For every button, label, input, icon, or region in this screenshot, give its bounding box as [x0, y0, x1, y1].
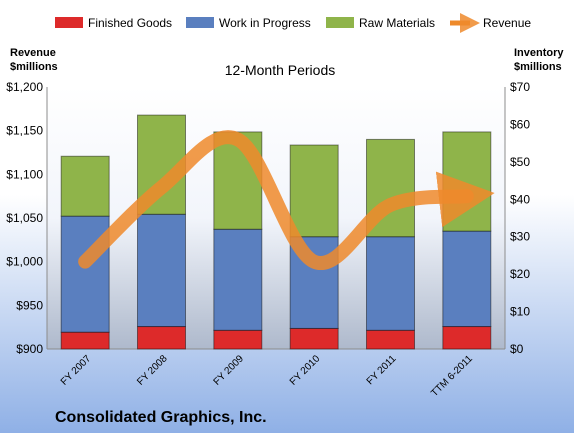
left-tick-labels: $900 $950 $1,000 $1,050 $1,100 $1,150 $1,200: [6, 80, 43, 356]
legend: Finished Goods Work in Progress Raw Mate…: [55, 13, 531, 33]
right-tick-label: $10: [510, 305, 530, 319]
left-tick-label: $1,150: [6, 124, 43, 138]
right-axis-title-line2: $millions: [514, 61, 562, 73]
left-axis-title-line1: Revenue: [10, 47, 56, 59]
bar-finished-goods: [366, 329, 415, 350]
bar-finished-goods: [442, 326, 492, 350]
right-tick-label: $20: [510, 267, 530, 281]
right-tick-labels: $0 $10 $20 $30 $40 $50 $60 $70: [510, 80, 530, 356]
left-tick-label: $1,050: [6, 211, 43, 225]
bar-work-in-progress: [213, 228, 263, 331]
right-axis-title-line1: Inventory: [514, 47, 564, 59]
left-tick-label: $950: [16, 298, 43, 312]
left-tick-label: $900: [16, 342, 43, 356]
bar-raw-materials: [60, 155, 110, 217]
legend-label-work-in-progress: Work in Progress: [219, 16, 311, 30]
plot-area: [47, 87, 505, 349]
legend-swatch-raw-materials: [326, 17, 354, 28]
bar-raw-materials: [442, 131, 492, 232]
legend-swatch-work-in-progress: [186, 17, 214, 28]
bar-finished-goods: [137, 326, 186, 350]
chart-subtitle: 12-Month Periods: [225, 62, 336, 78]
right-tick-label: $0: [510, 342, 524, 356]
left-tick-label: $1,100: [6, 167, 43, 181]
bar-work-in-progress: [137, 213, 186, 328]
bar-finished-goods: [60, 331, 110, 350]
right-tick-label: $70: [510, 80, 530, 94]
right-tick-label: $60: [510, 117, 530, 131]
left-tick-label: $1,200: [6, 80, 43, 94]
right-tick-label: $50: [510, 155, 530, 169]
bar-work-in-progress: [60, 215, 110, 333]
left-axis-title-line2: $millions: [10, 61, 58, 73]
legend-label-finished-goods: Finished Goods: [88, 16, 172, 30]
bar-finished-goods: [213, 329, 263, 350]
left-tick-label: $1,000: [6, 255, 43, 269]
legend-label-revenue: Revenue: [483, 16, 531, 30]
company-name: Consolidated Graphics, Inc.: [55, 409, 267, 426]
right-tick-label: $30: [510, 230, 530, 244]
bar-work-in-progress: [366, 236, 415, 331]
legend-label-raw-materials: Raw Materials: [359, 16, 435, 30]
bar-raw-materials: [289, 144, 339, 238]
legend-swatch-finished-goods: [55, 17, 83, 28]
revenue-line: [78, 130, 495, 270]
bar-finished-goods: [289, 327, 339, 350]
right-tick-label: $40: [510, 192, 530, 206]
bar-work-in-progress: [442, 230, 492, 328]
